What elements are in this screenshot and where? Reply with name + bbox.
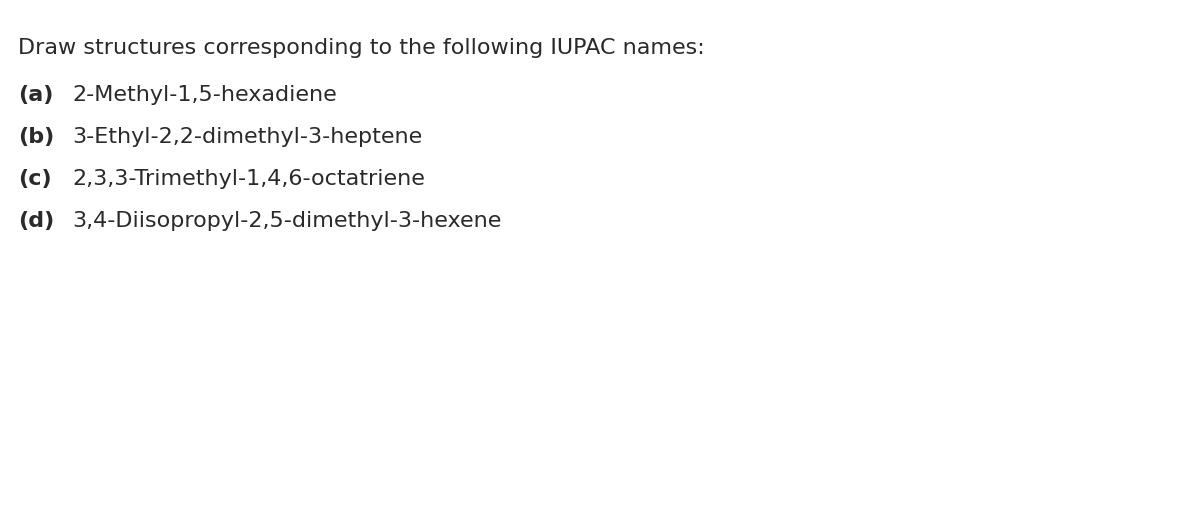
Text: (c): (c) — [18, 169, 52, 189]
Text: 3,4-Diisopropyl-2,5-dimethyl-3-hexene: 3,4-Diisopropyl-2,5-dimethyl-3-hexene — [72, 211, 502, 231]
Text: (b): (b) — [18, 127, 54, 147]
Text: 2,3,3-Trimethyl-1,4,6-octatriene: 2,3,3-Trimethyl-1,4,6-octatriene — [72, 169, 425, 189]
Text: 2-Methyl-1,5-hexadiene: 2-Methyl-1,5-hexadiene — [72, 85, 337, 105]
Text: Draw structures corresponding to the following IUPAC names:: Draw structures corresponding to the fol… — [18, 38, 704, 58]
Text: (d): (d) — [18, 211, 54, 231]
Text: 3-Ethyl-2,2-dimethyl-3-heptene: 3-Ethyl-2,2-dimethyl-3-heptene — [72, 127, 422, 147]
Text: (a): (a) — [18, 85, 53, 105]
